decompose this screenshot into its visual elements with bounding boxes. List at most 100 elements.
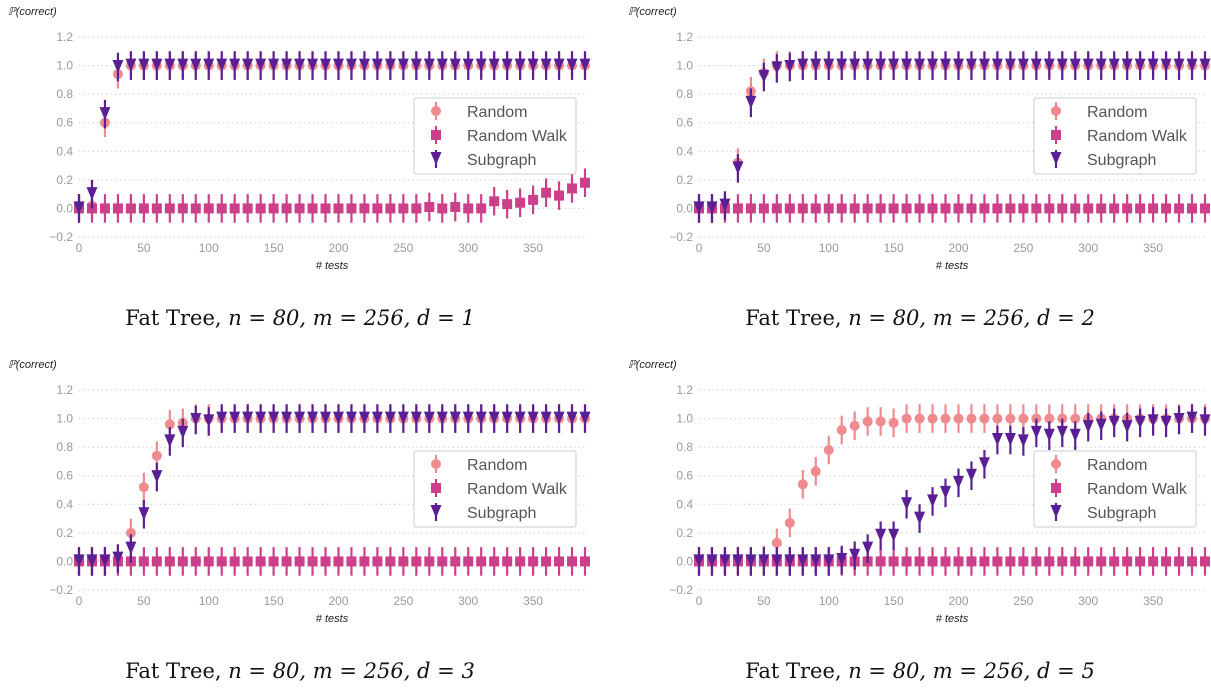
data-point-triangle [138, 58, 150, 72]
data-point-circle [849, 420, 860, 431]
y-tick-label: 0.8 [676, 87, 693, 101]
data-point-triangle [836, 58, 848, 72]
data-point-square [528, 194, 539, 205]
data-point-square [797, 203, 808, 214]
x-tick-label: 50 [757, 594, 771, 608]
data-point-circle [966, 413, 977, 424]
data-point-square [758, 203, 769, 214]
data-point-triangle [449, 411, 461, 425]
data-point-triangle [229, 58, 241, 72]
x-tick-label: 350 [1143, 241, 1163, 255]
data-point-triangle [1082, 420, 1094, 434]
data-point-square [112, 203, 123, 214]
data-point-square [771, 203, 782, 214]
data-point-square [1070, 203, 1081, 214]
y-tick-label: 1.2 [56, 30, 73, 44]
x-tick-label: 150 [264, 594, 284, 608]
data-point-circle [940, 413, 951, 424]
data-point-triangle [1173, 58, 1185, 72]
caption-math: n = 80, m = 256, d = 5 [848, 659, 1095, 683]
data-point-triangle [1186, 411, 1198, 425]
data-point-square [99, 203, 110, 214]
data-point-triangle [927, 494, 939, 508]
data-point-circle [888, 417, 899, 428]
data-point-triangle [732, 554, 744, 568]
x-tick-label: 300 [458, 594, 478, 608]
data-point-square [1135, 203, 1146, 214]
data-point-triangle [901, 58, 913, 72]
data-point-square [372, 556, 383, 567]
data-point-square [151, 556, 162, 567]
x-tick-label: 300 [1078, 241, 1098, 255]
data-point-triangle [1017, 58, 1029, 72]
x-tick-label: 200 [948, 241, 968, 255]
data-point-triangle [771, 554, 783, 568]
data-point-square [242, 203, 253, 214]
data-point-square [216, 203, 227, 214]
data-point-square [1018, 203, 1029, 214]
data-point-square [528, 556, 539, 567]
data-point-square [953, 203, 964, 214]
data-point-square [281, 203, 292, 214]
data-point-triangle [255, 58, 267, 72]
data-point-square [398, 556, 409, 567]
data-point-triangle [978, 457, 990, 471]
data-point-square [385, 556, 396, 567]
legend: Random Random Walk Subgraph [413, 97, 577, 175]
x-tick-label: 350 [523, 241, 543, 255]
data-point-square [888, 203, 899, 214]
data-point-square [190, 203, 201, 214]
data-point-triangle [423, 411, 435, 425]
plot-area [693, 51, 1211, 223]
data-point-triangle [888, 58, 900, 72]
data-point-square [190, 556, 201, 567]
data-point-square [1031, 556, 1042, 567]
data-point-square [294, 203, 305, 214]
data-point-triangle [229, 411, 241, 425]
data-point-square [294, 556, 305, 567]
caption-d3: Fat Tree, n = 80, m = 256, d = 3 [0, 659, 600, 683]
legend-label: Random Walk [1087, 481, 1188, 498]
data-point-square [138, 556, 149, 567]
legend: Random Random Walk Subgraph [1033, 97, 1197, 175]
data-point-square [385, 203, 396, 214]
legend: Random Random Walk Subgraph [413, 450, 577, 528]
data-point-triangle [1199, 414, 1211, 428]
y-tick-label: 0.4 [676, 497, 693, 511]
data-point-triangle [540, 58, 552, 72]
x-tick-label: 300 [1078, 594, 1098, 608]
y-tick-label: 0.0 [676, 554, 693, 568]
data-point-triangle [1069, 428, 1081, 442]
data-point-square [1005, 203, 1016, 214]
chart-d1: ℙ(correct) −0.2 0.0 0.2 0.4 0.6 0.8 1.0 1.2 0 50 10… [8, 6, 591, 272]
data-point-square [1044, 556, 1055, 567]
data-point-circle [151, 450, 162, 461]
y-axis-label: ℙ(correct) [8, 359, 57, 371]
data-point-square [281, 556, 292, 567]
data-point-triangle [345, 58, 357, 72]
data-point-triangle [112, 551, 124, 565]
data-point-triangle [112, 60, 124, 73]
x-axis-label: # tests [316, 260, 349, 272]
data-point-triangle [1004, 433, 1016, 446]
panel-d2: ℙ(correct) −0.2 0.0 0.2 0.4 0.6 0.8 1.0 1.2 0 50 10… [620, 0, 1211, 344]
data-point-circle [862, 416, 873, 427]
x-tick-label: 350 [523, 594, 543, 608]
data-point-square [502, 199, 513, 210]
data-point-square [940, 203, 951, 214]
data-point-triangle [255, 411, 267, 425]
caption-d1: Fat Tree, n = 80, m = 256, d = 1 [0, 306, 600, 330]
data-point-triangle [553, 411, 565, 425]
data-point-circle [1018, 413, 1029, 424]
data-point-square [823, 203, 834, 214]
y-tick-label: 0.6 [676, 116, 693, 130]
y-tick-label: 0.4 [56, 144, 73, 158]
legend: Random Random Walk Subgraph [1033, 450, 1197, 528]
legend-marker-square [431, 130, 441, 140]
y-tick-label: −0.2 [49, 583, 73, 597]
data-point-triangle [1108, 415, 1120, 429]
data-point-square [836, 203, 847, 214]
data-point-triangle [784, 60, 796, 73]
data-point-square [1161, 556, 1172, 567]
data-point-triangle [1147, 58, 1159, 72]
